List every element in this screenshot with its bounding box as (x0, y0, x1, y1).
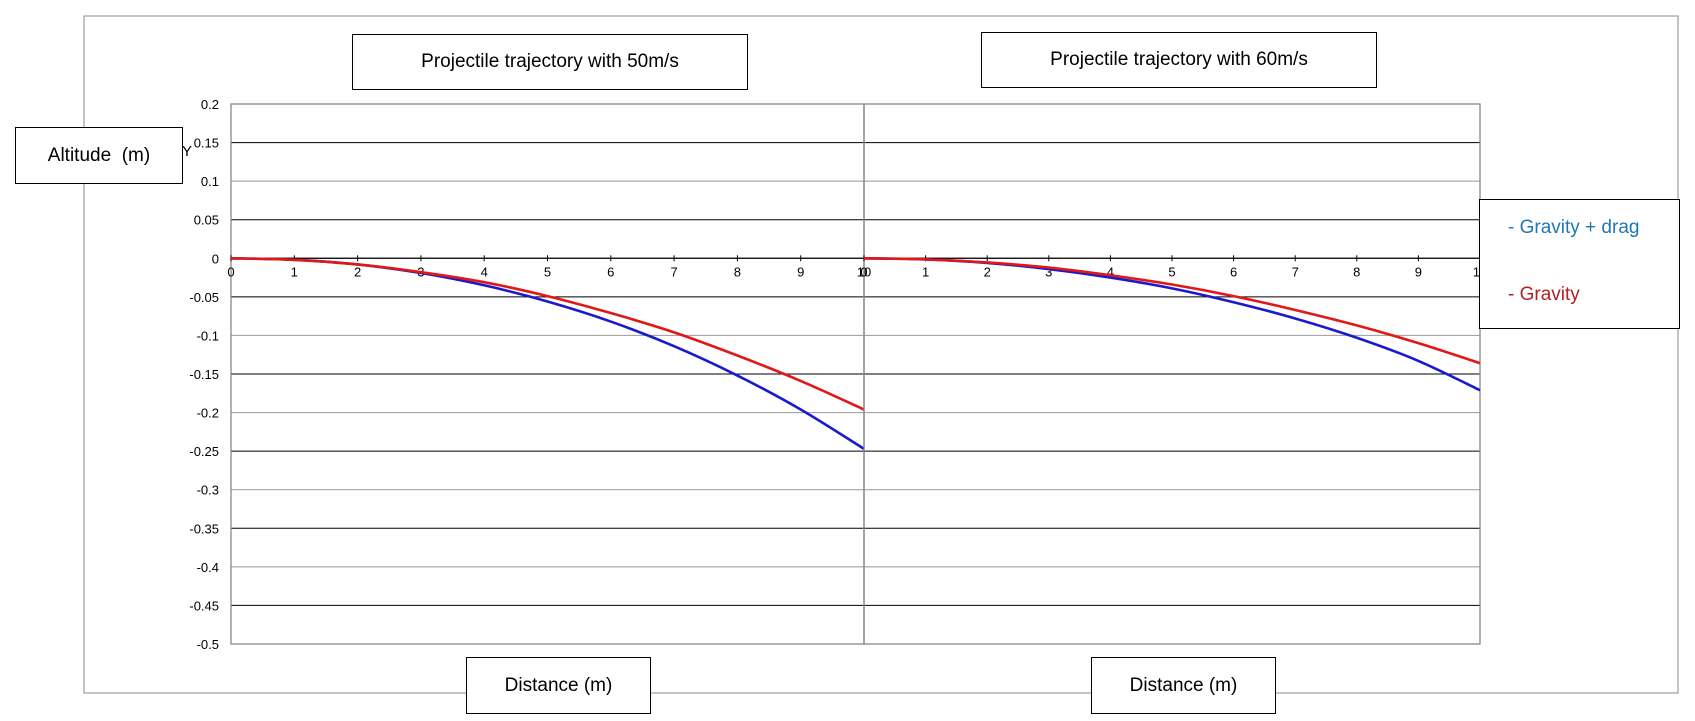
y-tick-label: 0 (212, 251, 219, 266)
x-tick-label: 2 (354, 264, 361, 279)
x-tick-label: 6 (607, 264, 614, 279)
y-axis-label: Altitude (m) (15, 127, 183, 184)
y-tick-label: 0.05 (194, 213, 219, 228)
y-tick-label: 0.1 (201, 174, 219, 189)
x-tick-label: 0 (227, 264, 234, 279)
y-tick-label: -0.15 (189, 367, 219, 382)
series-line-gravity (230, 256, 865, 411)
x-tick-label: 5 (1168, 264, 1175, 279)
y-axis-letter: Y (182, 143, 193, 160)
y-tick-label: -0.5 (197, 637, 219, 652)
x-axis-label-right: Distance (m) (1091, 657, 1276, 714)
chart-title-right: Projectile trajectory with 60m/s (981, 32, 1377, 88)
x-tick-label: 4 (481, 264, 488, 279)
outer-frame (83, 15, 1679, 694)
x-tick-label: 4 (1107, 264, 1114, 279)
x-tick-label: 0 (860, 264, 867, 279)
x-axis-label-left: Distance (m) (466, 657, 651, 714)
series-line-gravity (863, 256, 1481, 365)
x-tick-label: 2 (984, 264, 991, 279)
x-tick-label: 1 (291, 264, 298, 279)
y-tick-label: -0.2 (197, 406, 219, 421)
chart-title-left: Projectile trajectory with 50m/s (352, 34, 748, 90)
legend: - Gravity + drag - Gravity (1479, 199, 1680, 329)
x-tick-label: 8 (1353, 264, 1360, 279)
y-tick-label: -0.25 (189, 444, 219, 459)
x-tick-label: 7 (670, 264, 677, 279)
x-tick-label: 7 (1292, 264, 1299, 279)
x-tick-label: 3 (1045, 264, 1052, 279)
y-tick-label: -0.35 (189, 521, 219, 536)
y-tick-label: -0.1 (197, 328, 219, 343)
y-tick-label: -0.3 (197, 483, 219, 498)
y-tick-label: 0.2 (201, 97, 219, 112)
plot-area-left: 0 1 2 3 4 5 6 7 8 9 100.20.150.10.050-0.05-0.1-0.1… (189, 97, 871, 652)
x-tick-label: 5 (544, 264, 551, 279)
x-tick-label: 6 (1230, 264, 1237, 279)
plot-frame (863, 103, 1481, 645)
x-tick-label: 9 (1415, 264, 1422, 279)
x-tick-label: 8 (734, 264, 741, 279)
y-tick-label: 0.15 (194, 136, 219, 151)
x-tick-label: 9 (797, 264, 804, 279)
y-tick-label: -0.4 (197, 560, 219, 575)
y-tick-label: -0.45 (189, 598, 219, 613)
legend-item-gravity-drag: - Gravity + drag (1508, 217, 1640, 238)
y-tick-label: -0.05 (189, 290, 219, 305)
legend-item-gravity: - Gravity (1508, 284, 1580, 305)
x-tick-label: 1 (922, 264, 929, 279)
